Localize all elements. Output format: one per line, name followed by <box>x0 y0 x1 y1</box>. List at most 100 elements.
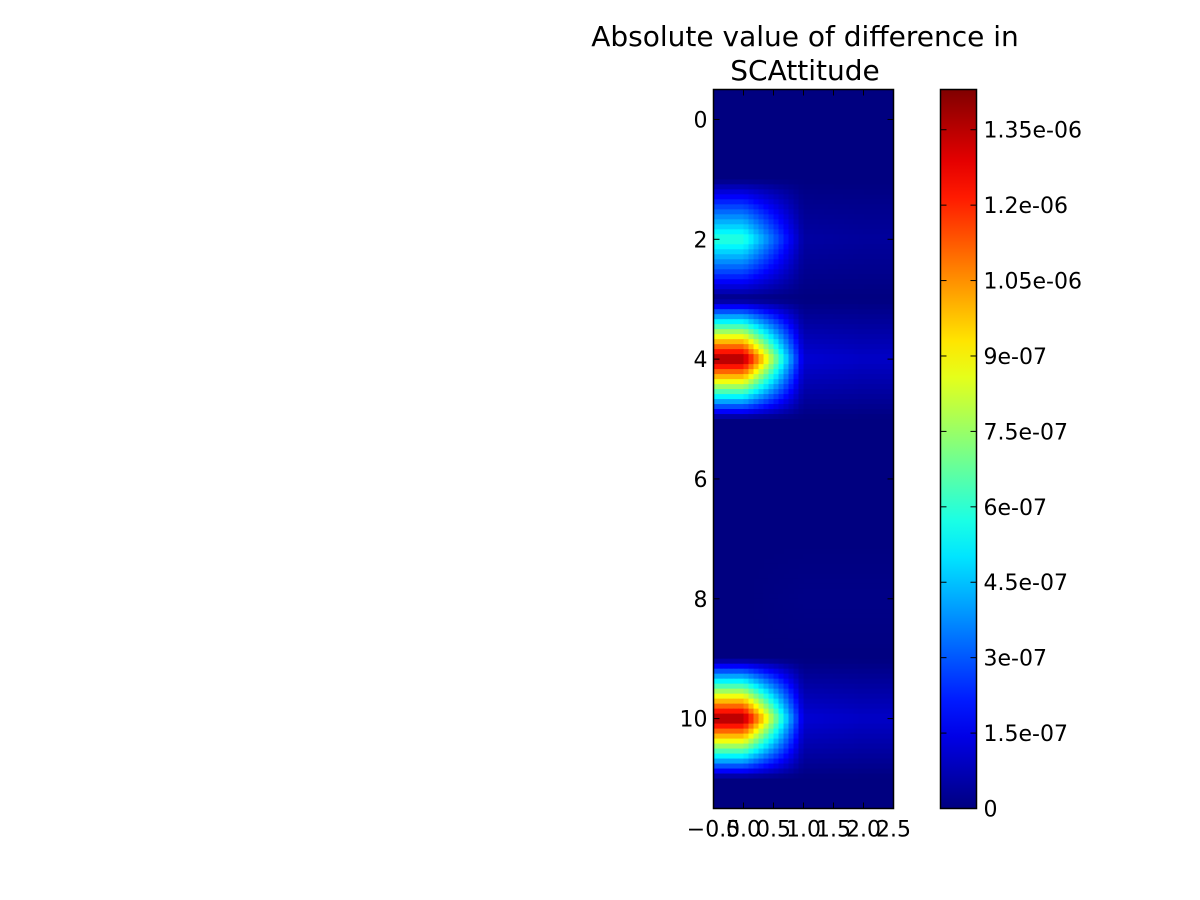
heatmap-cell <box>878 404 885 410</box>
heatmap-cell <box>883 324 890 330</box>
heatmap-cell <box>863 439 870 445</box>
heatmap-cell <box>783 164 790 170</box>
heatmap-cell <box>843 349 850 355</box>
heatmap-cell <box>768 424 775 430</box>
heatmap-cell <box>878 234 885 240</box>
heatmap-cell <box>828 528 835 535</box>
heatmap-cell <box>788 224 795 230</box>
heatmap-cell <box>748 109 755 116</box>
heatmap-cell <box>813 314 820 320</box>
heatmap-cell <box>743 518 750 525</box>
heatmap-cell <box>813 653 820 660</box>
heatmap-cell <box>848 409 855 415</box>
heatmap-cell <box>863 324 870 330</box>
heatmap-cell <box>883 578 890 585</box>
heatmap-cell <box>883 458 890 465</box>
heatmap-cell <box>748 768 755 775</box>
heatmap-cell <box>853 139 860 146</box>
heatmap-cell <box>768 194 775 200</box>
heatmap-cell <box>798 399 805 405</box>
heatmap-cell <box>803 508 810 515</box>
heatmap-cell <box>788 708 795 715</box>
heatmap-cell <box>843 379 850 385</box>
heatmap-cell <box>858 184 865 190</box>
heatmap-cell <box>798 204 805 210</box>
heatmap-cell <box>828 463 835 470</box>
heatmap-cell <box>813 588 820 595</box>
heatmap-cell <box>778 264 785 270</box>
heatmap-cell <box>728 693 735 700</box>
heatmap-cell <box>808 164 815 170</box>
heatmap-cell <box>833 89 840 96</box>
heatmap-cell <box>888 114 894 121</box>
heatmap-cell <box>793 99 800 106</box>
heatmap-cell <box>883 588 890 595</box>
heatmap-cell <box>823 294 830 300</box>
heatmap-cell <box>733 149 740 156</box>
heatmap-cell <box>798 733 805 740</box>
heatmap-cell <box>738 523 745 530</box>
heatmap-cell <box>798 668 805 675</box>
heatmap-cell <box>793 109 800 116</box>
heatmap-cell <box>843 523 850 530</box>
heatmap-cell <box>808 189 815 195</box>
heatmap-cell <box>853 763 860 770</box>
heatmap-cell <box>748 733 755 740</box>
heatmap-cell <box>748 468 755 475</box>
heatmap-cell <box>878 239 885 245</box>
heatmap-cell <box>738 748 745 755</box>
heatmap-cell <box>853 578 860 585</box>
heatmap-cell <box>878 164 885 170</box>
heatmap-cell <box>723 374 730 380</box>
heatmap-cell <box>748 478 755 485</box>
heatmap-cell <box>873 738 880 745</box>
heatmap-cell <box>818 453 825 460</box>
heatmap-cell <box>808 349 815 355</box>
heatmap-cell <box>773 249 780 255</box>
heatmap-cell <box>718 184 725 190</box>
heatmap-cell <box>788 419 795 425</box>
heatmap-cell <box>743 144 750 151</box>
heatmap-cell <box>853 119 860 126</box>
heatmap-cell <box>858 508 865 515</box>
heatmap-cell <box>783 633 790 640</box>
heatmap-cell <box>758 384 765 390</box>
heatmap-cell <box>798 114 805 121</box>
heatmap-cell <box>723 533 730 540</box>
heatmap-cell <box>763 473 770 480</box>
heatmap-cell <box>883 399 890 405</box>
heatmap-cell <box>723 493 730 500</box>
heatmap-cell <box>853 399 860 405</box>
heatmap-cell <box>868 523 875 530</box>
heatmap-cell <box>778 434 785 440</box>
heatmap-cell <box>813 114 820 121</box>
heatmap-cell <box>808 658 815 665</box>
heatmap-cell <box>873 439 880 445</box>
heatmap-cell <box>713 568 720 575</box>
heatmap-cell <box>718 349 725 355</box>
heatmap-cell <box>763 763 770 770</box>
heatmap-cell <box>813 713 820 720</box>
heatmap-cell <box>808 713 815 720</box>
heatmap-cell <box>883 414 890 420</box>
heatmap-cell <box>713 244 720 250</box>
heatmap-cell <box>853 424 860 430</box>
heatmap-cell <box>788 274 795 280</box>
heatmap-cell <box>888 613 894 620</box>
heatmap-cell <box>738 648 745 655</box>
heatmap-cell <box>773 284 780 290</box>
heatmap-cell <box>838 279 845 285</box>
heatmap-cell <box>773 99 780 106</box>
heatmap-cell <box>738 214 745 220</box>
heatmap-cell <box>713 314 720 320</box>
heatmap-cell <box>748 773 755 780</box>
heatmap-cell <box>723 688 730 695</box>
heatmap-cell <box>798 434 805 440</box>
heatmap-cell <box>833 199 840 205</box>
heatmap-cell <box>868 194 875 200</box>
heatmap-cell <box>818 713 825 720</box>
heatmap-cell <box>833 723 840 730</box>
heatmap-cell <box>738 399 745 405</box>
heatmap-cell <box>878 643 885 650</box>
heatmap-cell <box>868 269 875 275</box>
